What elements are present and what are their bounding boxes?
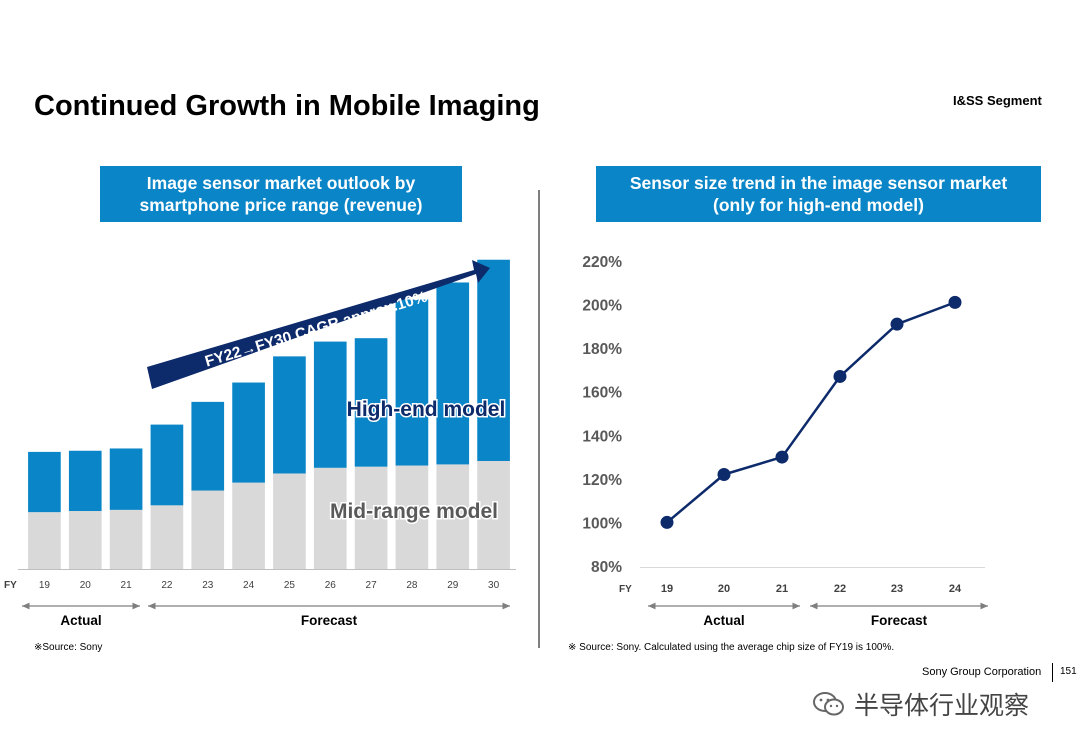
bar-mid-range-fy20 (68, 511, 102, 569)
line-y-tick-160: 160% (582, 385, 622, 402)
bar-high-end-fy24 (232, 382, 265, 483)
left-chart-header: Image sensor market outlook by smartphon… (100, 166, 462, 222)
bar-mid-range-fy19 (28, 512, 61, 569)
line-y-tick-100: 100% (582, 515, 622, 532)
line-y-tick-200: 200% (582, 298, 622, 315)
line-point-fy22 (833, 369, 847, 383)
bar-x-tick-26: 26 (325, 580, 337, 591)
line-point-fy24 (948, 295, 962, 309)
line-point-fy20 (717, 468, 731, 481)
left-header-line-1: Image sensor market outlook by (146, 173, 416, 193)
segment-label: I&SS Segment (953, 93, 1042, 108)
line-point-fy19 (660, 515, 674, 529)
bar-fy-label: FY (4, 580, 17, 591)
bar-x-tick-29: 29 (447, 580, 459, 591)
line-x-tick-19: 19 (661, 583, 673, 595)
line-x-tick-22: 22 (834, 583, 846, 595)
line-x-tick-20: 20 (718, 583, 730, 595)
label-mid-range-model: Mid-range model (330, 500, 498, 523)
bar-mid-range-fy28 (395, 465, 429, 569)
bar-high-end-fy29 (436, 282, 470, 465)
line-y-tick-120: 120% (582, 472, 622, 489)
bar-x-tick-21: 21 (121, 580, 133, 591)
line-y-tick-220: 220% (582, 254, 622, 271)
bar-high-end-fy27 (354, 338, 388, 467)
line-point-fy23 (890, 317, 904, 331)
page-number-divider (1052, 663, 1053, 682)
bar-x-tick-25: 25 (284, 580, 296, 591)
bar-x-tick-27: 27 (366, 580, 378, 591)
wechat-icon (813, 692, 844, 716)
panel-divider (538, 190, 540, 648)
bar-mid-range-fy22 (150, 505, 184, 569)
line-x-tick-23: 23 (891, 583, 903, 595)
bar-high-end-fy30 (477, 259, 510, 461)
bar-high-end-fy26 (313, 341, 347, 468)
line-series (666, 301, 956, 524)
line-fy-label: FY (619, 584, 632, 595)
company-name: Sony Group Corporation (922, 666, 1042, 678)
bar-high-end-fy28 (395, 299, 429, 466)
source-note-left: ※Source: Sony (34, 642, 103, 653)
right-header-line-2: (only for high-end model) (713, 195, 924, 215)
bar-mid-range-fy24 (232, 482, 265, 569)
bar-high-end-fy20 (68, 450, 102, 512)
bar-x-tick-28: 28 (406, 580, 418, 591)
bar-high-end-fy21 (109, 448, 143, 510)
page-number: 151 (1060, 666, 1077, 677)
source-note-right: ※ Source: Sony. Calculated using the ave… (568, 642, 895, 653)
line-y-tick-180: 180% (582, 341, 622, 358)
page-title: Continued Growth in Mobile Imaging (34, 90, 540, 122)
bar-x-tick-19: 19 (39, 580, 51, 591)
line-x-tick-24: 24 (949, 583, 962, 595)
cagr-arrow (147, 260, 490, 389)
bar-x-tick-24: 24 (243, 580, 255, 591)
line-y-tick-80: 80% (591, 559, 622, 576)
line-y-tick-140: 140% (582, 428, 622, 445)
label-high-end-model: High-end model (347, 398, 506, 421)
bar-mid-range-fy21 (109, 509, 143, 569)
bar-mid-range-fy30 (477, 460, 510, 569)
bar-mid-range-fy27 (354, 466, 388, 569)
right-chart-header: Sensor size trend in the image sensor ma… (596, 166, 1041, 222)
bar-high-end-fy22 (150, 424, 184, 506)
bar-x-tick-22: 22 (161, 580, 173, 591)
line-point-fy21 (775, 450, 789, 464)
bar-high-end-fy23 (191, 401, 225, 491)
bar-x-tick-20: 20 (80, 580, 92, 591)
bar-mid-range-fy23 (191, 490, 225, 569)
bar-mid-range-fy25 (273, 473, 306, 569)
bar-mid-range-fy29 (436, 464, 470, 569)
watermark: 半导体行业观察 (812, 686, 1029, 722)
bar-mid-range-fy26 (313, 467, 347, 569)
left-header-line-2: smartphone price range (revenue) (139, 195, 423, 215)
right-header-line-1: Sensor size trend in the image sensor ma… (629, 173, 1008, 193)
bar-period-actual-label: Actual (60, 613, 101, 628)
line-chart: 80% 100% 120% 140% 160% 180% 200% 220% 19 20 21 22 2… (582, 254, 988, 628)
bar-x-tick-23: 23 (202, 580, 214, 591)
bar-x-tick-30: 30 (488, 580, 500, 591)
line-period-actual-label: Actual (703, 613, 744, 628)
line-period-forecast-label: Forecast (871, 613, 928, 628)
bar-high-end-fy19 (28, 451, 61, 513)
line-x-tick-21: 21 (776, 583, 788, 595)
watermark-text: 半导体行业观察 (854, 691, 1030, 720)
bar-period-forecast-label: Forecast (301, 613, 358, 628)
bar-high-end-fy25 (273, 356, 306, 474)
